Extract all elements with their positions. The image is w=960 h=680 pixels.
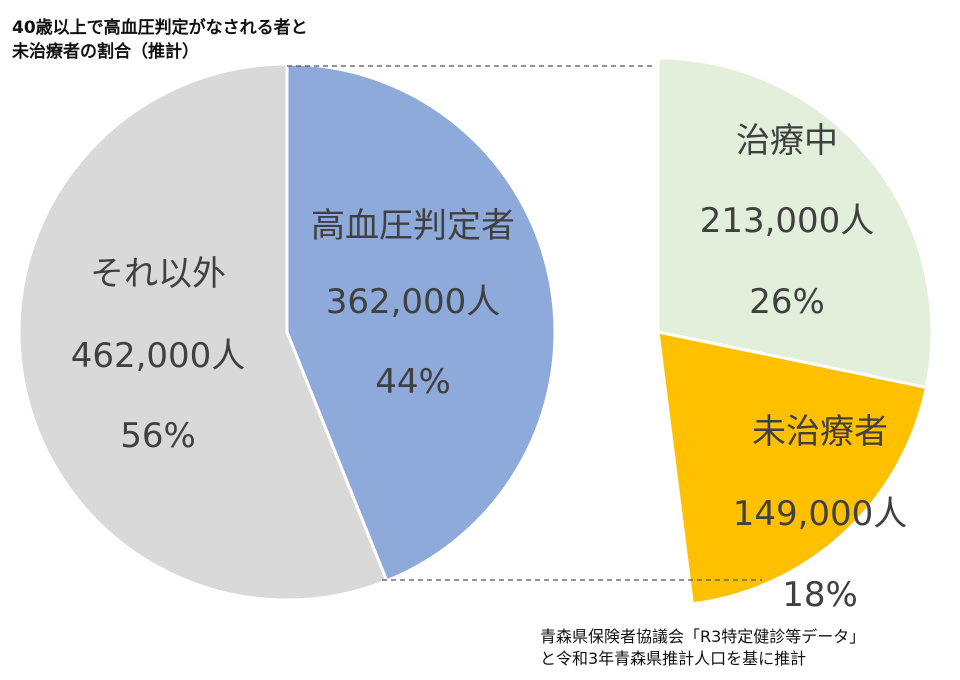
slice-label-other-percent: 56%	[120, 416, 196, 456]
breakout-pie	[656, 56, 934, 606]
chart-title-line: 40歳以上で高血圧判定がなされる者と	[12, 18, 308, 38]
pie-slice-hypertension	[285, 62, 557, 583]
slice-label-treated-count: 213,000人	[700, 201, 875, 241]
slice-label-treated-percent: 26%	[749, 282, 825, 322]
slice-label-hypertension-percent: 44%	[375, 362, 451, 402]
slice-label-other-count: 462,000人	[71, 336, 246, 376]
chart-title-line: 未治療者の割合（推計）	[12, 42, 199, 62]
slice-label-treated-name: 治療中	[736, 121, 838, 161]
slice-label-untreated-count: 149,000人	[733, 494, 908, 534]
slice-label-other-name: それ以外	[90, 254, 226, 294]
slice-label-hypertension-name: 高血圧判定者	[311, 206, 515, 246]
pie-slice-untreated	[656, 330, 929, 606]
slice-label-untreated-percent: 18%	[782, 575, 858, 615]
main-pie	[17, 62, 557, 602]
slice-label-untreated-name: 未治療者	[752, 412, 888, 452]
slice-label-hypertension-count: 362,000人	[326, 282, 501, 322]
pie-slice-treated	[656, 56, 934, 390]
source-note-line: と令和3年青森県推計人口を基に推計	[540, 649, 807, 668]
source-note-line: 青森県保険者協議会「R3特定健診等データ」	[540, 627, 866, 646]
chart-title: 40歳以上で高血圧判定がなされる者と 未治療者の割合（推計）	[12, 16, 392, 64]
pie-slice-other	[17, 62, 389, 602]
source-note: 青森県保険者協議会「R3特定健診等データ」 と令和3年青森県推計人口を基に推計	[540, 626, 955, 670]
